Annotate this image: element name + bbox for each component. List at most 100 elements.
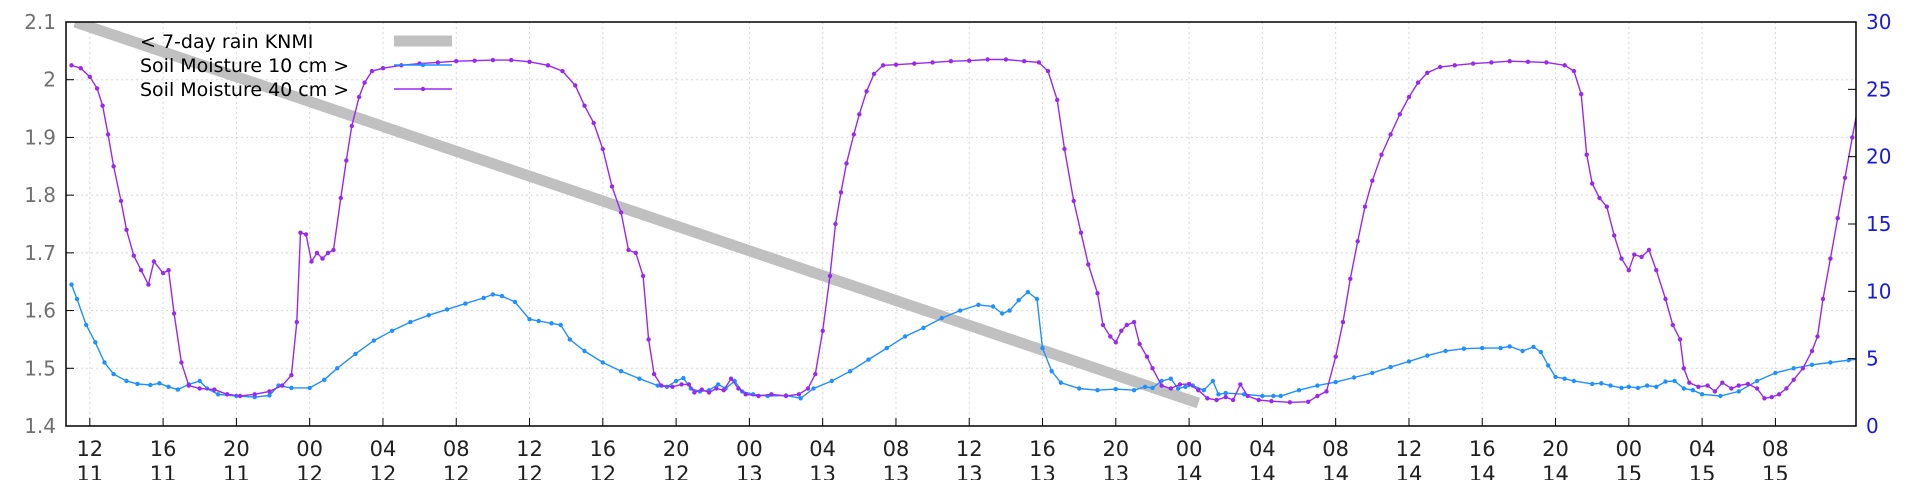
data-point (1538, 349, 1544, 355)
data-point (1000, 311, 1005, 316)
series-layer (69, 22, 1905, 409)
data-point (1078, 230, 1084, 235)
data-point (967, 58, 972, 63)
x-tick-day: 12 (589, 462, 616, 480)
data-point (1654, 268, 1659, 273)
data-point (567, 337, 572, 342)
data-point (1571, 68, 1577, 74)
series-line (70, 284, 1856, 400)
data-point (212, 387, 217, 392)
data-point (637, 376, 642, 381)
data-point (1113, 340, 1119, 345)
data-point (1754, 386, 1760, 391)
data-point (1443, 348, 1448, 354)
data-point (69, 63, 74, 68)
data-point (389, 328, 395, 333)
data-point (673, 378, 679, 384)
data-point (1370, 370, 1375, 376)
data-point (135, 381, 140, 387)
series-7-day-rain-knmi (73, 22, 1201, 409)
data-point (1183, 384, 1188, 389)
data-point (857, 112, 862, 117)
data-point (1791, 377, 1796, 382)
y-right-tick-label: 20 (1866, 145, 1891, 169)
data-point (1677, 337, 1683, 342)
data-point (1619, 256, 1624, 261)
x-tick-hour: 16 (150, 437, 177, 461)
data-point (1736, 383, 1741, 388)
data-point (1489, 60, 1494, 65)
data-point (582, 103, 587, 108)
data-point (1021, 59, 1027, 64)
data-point (179, 360, 184, 365)
data-point (1699, 392, 1705, 397)
x-tick-day: 13 (809, 462, 836, 480)
data-point (1820, 296, 1826, 302)
data-point (600, 146, 605, 152)
data-point (84, 322, 89, 328)
data-point (833, 221, 838, 227)
data-point (1150, 385, 1155, 391)
data-point (921, 325, 926, 331)
data-point (1626, 268, 1632, 273)
data-point (1210, 378, 1216, 384)
data-point (1168, 376, 1174, 381)
x-tick-hour: 00 (736, 437, 763, 461)
data-point (1406, 359, 1412, 364)
data-point (1216, 392, 1221, 397)
data-point (798, 396, 803, 401)
data-point (1672, 378, 1677, 384)
data-point (1729, 386, 1734, 391)
data-point (990, 304, 996, 309)
data-point (1415, 80, 1421, 85)
data-point (325, 250, 331, 256)
data-point (1745, 381, 1751, 387)
x-tick-hour: 04 (1689, 437, 1716, 461)
x-tick-hour: 08 (883, 437, 910, 461)
legend-marker (420, 86, 426, 92)
legend-label-7-day-rain-knmi: < 7-day rain KNMI (140, 31, 313, 53)
data-point (1287, 400, 1293, 405)
x-tick-day: 12 (516, 462, 543, 480)
data-point (166, 268, 171, 273)
x-tick-day: 12 (443, 462, 470, 480)
data-point (1626, 384, 1632, 389)
data-point (1883, 353, 1887, 357)
data-point (985, 57, 990, 62)
x-tick-day: 12 (296, 462, 323, 480)
data-point (1531, 344, 1536, 350)
data-point (454, 59, 459, 64)
data-point (463, 301, 468, 306)
data-point (148, 382, 153, 388)
data-point (1397, 112, 1403, 117)
data-point (1470, 61, 1476, 66)
data-point (714, 386, 719, 391)
data-point (1901, 352, 1905, 356)
data-point (871, 71, 877, 77)
data-point (1544, 60, 1549, 65)
data-point (1230, 397, 1236, 403)
data-point (1003, 57, 1009, 62)
data-point (371, 338, 376, 343)
data-point (591, 120, 596, 126)
x-tick-hour: 00 (1176, 437, 1203, 461)
data-point (1016, 298, 1021, 303)
data-point (1168, 386, 1174, 391)
data-point (670, 384, 675, 389)
data-point (976, 302, 981, 307)
x-tick-day: 11 (76, 462, 103, 480)
data-point (1736, 389, 1741, 394)
data-point (549, 321, 554, 326)
data-point (716, 382, 721, 387)
x-tick-day: 14 (1322, 462, 1349, 480)
data-point (1034, 296, 1040, 302)
data-point (864, 89, 869, 94)
data-point (111, 371, 116, 377)
x-tick-day: 14 (1396, 462, 1423, 480)
data-point (545, 63, 551, 68)
data-point (215, 392, 221, 397)
data-point (686, 382, 692, 387)
y-left-tick-label: 1.8 (24, 183, 56, 207)
data-point (1144, 354, 1150, 359)
